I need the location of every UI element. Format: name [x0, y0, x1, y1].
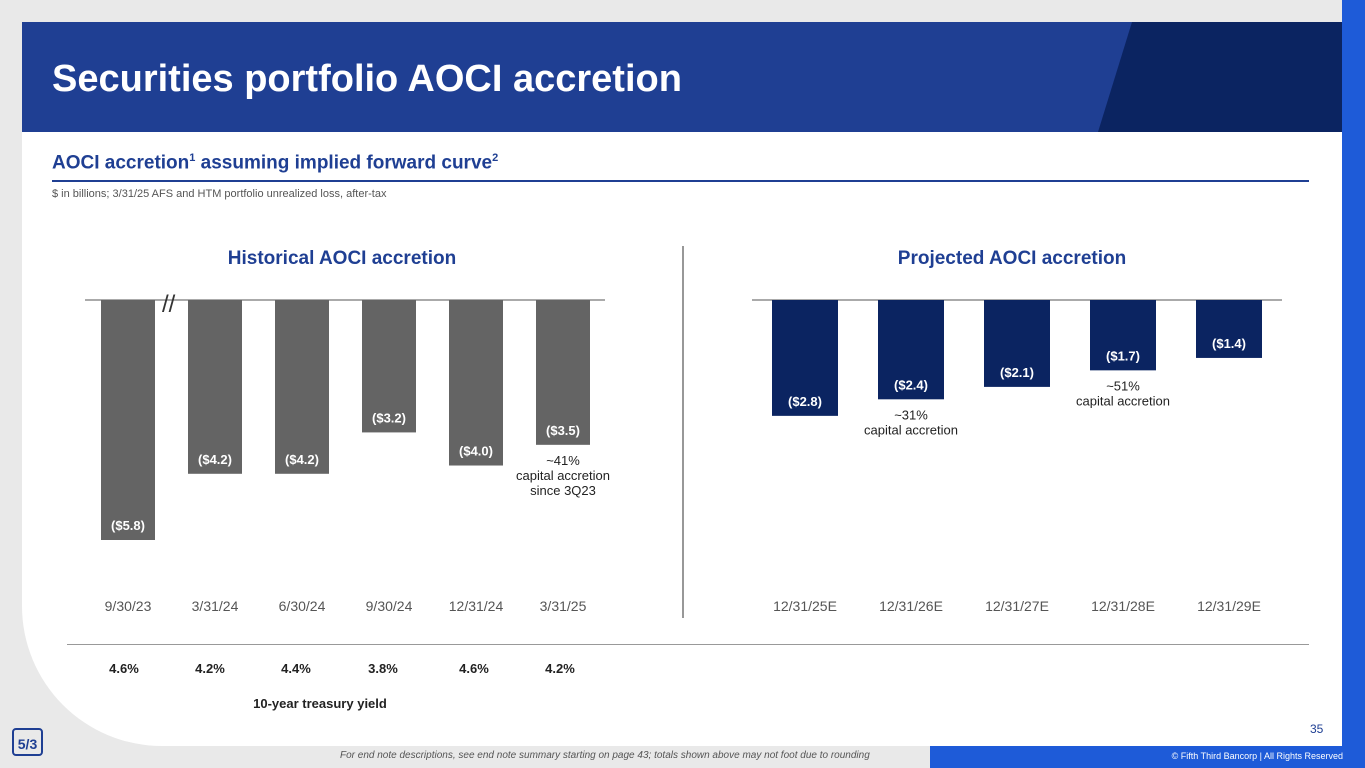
historical-category-label-1: 9/30/23: [105, 598, 152, 614]
historical-value-label-3: ($4.2): [285, 452, 319, 467]
projected-value-label-5: ($1.4): [1212, 336, 1246, 351]
treasury-yield-3: 4.4%: [281, 661, 311, 676]
treasury-yield-1: 4.6%: [109, 661, 139, 676]
projected-value-label-4: ($1.7): [1106, 348, 1140, 363]
yield-label: 10-year treasury yield: [253, 696, 387, 711]
historical-accretion-annotation: ~41% capital accretion since 3Q23: [516, 453, 610, 498]
historical-bar-1: [101, 300, 155, 540]
projected-value-label-3: ($2.1): [1000, 365, 1034, 380]
historical-category-label-4: 9/30/24: [366, 598, 413, 614]
projected-bar-1: [772, 300, 838, 416]
historical-category-label-6: 3/31/25: [540, 598, 587, 614]
projected-accretion-annotation-1: ~31% capital accretion: [864, 407, 958, 437]
projected-value-label-1: ($2.8): [788, 394, 822, 409]
historical-category-label-3: 6/30/24: [279, 598, 326, 614]
subtitle-rule: [52, 180, 1309, 182]
fifth-third-logo-icon: 5/3: [12, 728, 43, 756]
historical-chart-title: Historical AOCI accretion: [227, 248, 457, 269]
treasury-yield-5: 4.6%: [459, 661, 489, 676]
historical-bar-3: [275, 300, 329, 474]
copyright-text: © Fifth Third Bancorp | All Rights Reser…: [1171, 751, 1343, 761]
projected-bar-2: [878, 300, 944, 400]
treasury-yield-4: 3.8%: [368, 661, 398, 676]
projected-category-label-1: 12/31/25E: [773, 598, 837, 614]
projected-bar-4: [1090, 300, 1156, 371]
projected-value-label-2: ($2.4): [894, 377, 928, 392]
section-subtitle: AOCI accretion1 assuming implied forward…: [52, 152, 499, 174]
historical-value-label-4: ($3.2): [372, 410, 406, 425]
yield-divider-rule: [67, 644, 1309, 645]
historical-value-label-2: ($4.2): [198, 452, 232, 467]
header-accent-shape: [1098, 22, 1342, 132]
projected-chart-title: Projected AOCI accretion: [897, 248, 1127, 269]
projected-category-label-3: 12/31/27E: [985, 598, 1049, 614]
historical-value-label-6: ($3.5): [546, 423, 580, 438]
page-title: Securities portfolio AOCI accretion: [52, 58, 682, 100]
right-accent-bar: [1342, 0, 1365, 768]
header-banner: [22, 22, 1342, 132]
historical-bar-4: [362, 300, 416, 433]
footer-note: For end note descriptions, see end note …: [340, 750, 870, 761]
historical-value-label-5: ($4.0): [459, 444, 493, 459]
footer-bar: [930, 746, 1365, 768]
page-number: 35: [1310, 722, 1324, 736]
projected-accretion-annotation-2: ~51% capital accretion: [1076, 378, 1170, 408]
projected-category-label-4: 12/31/28E: [1091, 598, 1155, 614]
projected-bar-5: [1196, 300, 1262, 358]
units-note: $ in billions; 3/31/25 AFS and HTM portf…: [52, 188, 387, 200]
historical-bar-5: [449, 300, 503, 466]
projected-category-label-2: 12/31/26E: [879, 598, 943, 614]
historical-category-label-2: 3/31/24: [192, 598, 239, 614]
axis-break-mark: //: [162, 291, 176, 318]
historical-bar-2: [188, 300, 242, 474]
treasury-yield-6: 4.2%: [545, 661, 575, 676]
projected-bar-3: [984, 300, 1050, 387]
treasury-yield-2: 4.2%: [195, 661, 225, 676]
projected-category-label-5: 12/31/29E: [1197, 598, 1261, 614]
historical-value-label-1: ($5.8): [111, 518, 145, 533]
historical-bar-6: [536, 300, 590, 445]
historical-category-label-5: 12/31/24: [449, 598, 504, 614]
